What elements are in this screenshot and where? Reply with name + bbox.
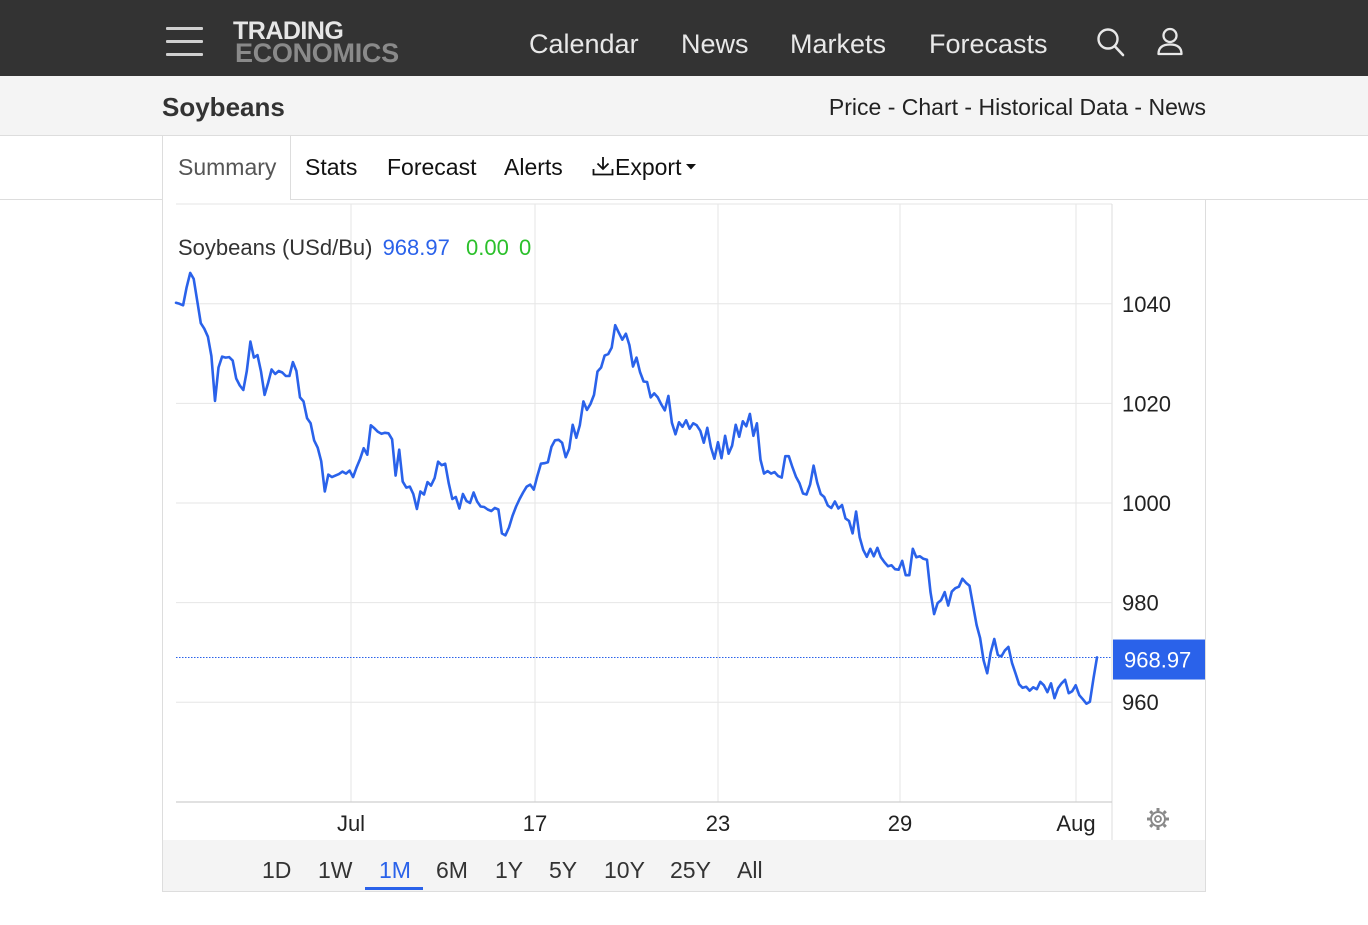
range-5y[interactable]: 5Y <box>549 857 578 883</box>
last-price-box <box>1113 639 1205 680</box>
range-1y[interactable]: 1Y <box>495 857 524 883</box>
x-tick-label: 29 <box>888 811 912 836</box>
y-tick-label: 1020 <box>1122 391 1171 416</box>
legend-price: 968.97 <box>382 235 450 260</box>
range-active-indicator <box>365 887 423 890</box>
tab-summary-label: Summary <box>178 154 277 180</box>
tab-summary[interactable]: Summary <box>162 136 291 201</box>
y-tick-label: 960 <box>1122 690 1159 715</box>
instrument-header: Soybeans Price - Chart - Historical Data… <box>0 76 1368 136</box>
chart-tabs: Summary Stats Forecast Alerts Export <box>0 136 1368 201</box>
link-separator: - <box>958 94 979 120</box>
range-1d[interactable]: 1D <box>262 857 292 883</box>
nav-link-markets[interactable]: Markets <box>790 29 887 59</box>
range-1w[interactable]: 1W <box>318 857 353 883</box>
link-separator: - <box>881 94 902 120</box>
tab-forecast[interactable]: Forecast <box>387 154 477 180</box>
range-selector: 1D 1W 1M 6M 1Y 5Y 10Y 25Y All <box>163 840 1205 891</box>
last-price-marker: 968.97 <box>176 639 1205 680</box>
search-icon[interactable] <box>1096 26 1126 58</box>
chart-panel <box>162 200 1206 892</box>
chart-axes: 960 980 1000 1020 1040 Jul 17 23 29 Aug <box>176 292 1171 836</box>
link-separator: - <box>1128 94 1149 120</box>
x-tick-label: Jul <box>337 811 365 836</box>
chart-grid <box>176 203 1113 840</box>
nav-link-news[interactable]: News <box>681 29 749 59</box>
chart-legend: Soybeans (USd/Bu) 968.97 0.00 0 <box>178 235 531 261</box>
price-line <box>174 271 1099 705</box>
legend-change-percent: 0 <box>518 235 532 260</box>
tab-alerts[interactable]: Alerts <box>504 154 563 180</box>
chart-series <box>174 271 1099 705</box>
instrument-links: Price - Chart - Historical Data - News <box>829 94 1206 121</box>
legend-series-name: Soybeans (USd/Bu) <box>178 235 373 260</box>
link-chart[interactable]: Chart <box>901 94 959 120</box>
y-tick-label: 1040 <box>1122 292 1171 317</box>
legend-change: 0.00 <box>465 235 509 260</box>
y-tick-label: 1000 <box>1122 491 1171 516</box>
range-1m[interactable]: 1M <box>379 857 411 883</box>
logo-line-1: TRADING <box>233 17 344 45</box>
tab-stats[interactable]: Stats <box>305 154 358 180</box>
link-price[interactable]: Price <box>828 94 882 120</box>
range-10y[interactable]: 10Y <box>604 857 645 883</box>
export-button[interactable]: Export <box>591 153 698 181</box>
nav-link-forecasts[interactable]: Forecasts <box>929 29 1048 59</box>
x-tick-label: Aug <box>1056 811 1095 836</box>
range-all[interactable]: All <box>737 857 763 883</box>
top-nav-bar: TRADING ECONOMICS Calendar News Markets … <box>0 0 1368 76</box>
link-historical-data[interactable]: Historical Data <box>978 94 1129 120</box>
x-tick-label: 23 <box>706 811 730 836</box>
range-6m[interactable]: 6M <box>436 857 468 883</box>
logo-line-2: ECONOMICS <box>235 38 399 68</box>
range-25y[interactable]: 25Y <box>670 857 711 883</box>
download-icon <box>592 157 614 176</box>
price-chart[interactable]: 960 980 1000 1020 1040 Jul 17 23 29 Aug 968.97 <box>0 200 1368 840</box>
nav-link-calendar[interactable]: Calendar <box>529 29 639 59</box>
menu-icon[interactable] <box>166 27 203 57</box>
page-title: Soybeans <box>162 92 285 122</box>
user-icon[interactable] <box>1155 26 1185 58</box>
link-news[interactable]: News <box>1148 94 1206 120</box>
export-label: Export <box>615 154 682 180</box>
settings-icon[interactable] <box>1147 808 1169 830</box>
caret-down-icon <box>686 164 697 170</box>
site-logo[interactable]: TRADING ECONOMICS <box>233 19 413 69</box>
x-tick-label: 17 <box>523 811 547 836</box>
last-price-label: 968.97 <box>1124 648 1191 673</box>
y-tick-label: 980 <box>1122 591 1159 616</box>
